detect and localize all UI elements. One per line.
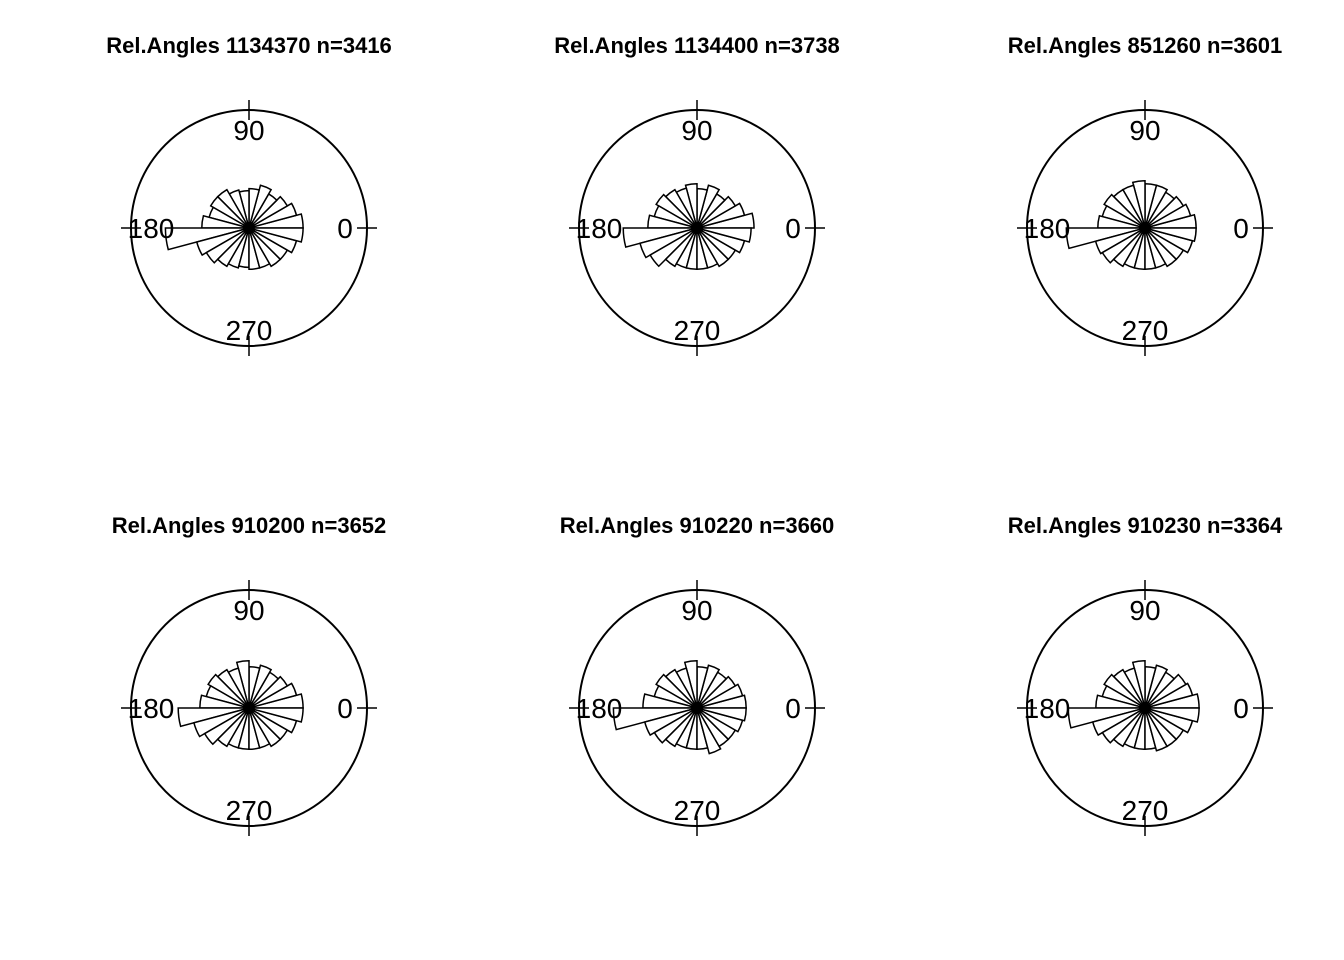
angle-label: 0	[1233, 693, 1249, 724]
rose-bar	[653, 707, 698, 744]
angle-label: 180	[128, 693, 175, 724]
rose-bar	[664, 227, 698, 268]
rose-bar	[696, 664, 721, 709]
rose-bar	[696, 184, 721, 229]
angle-label: 0	[1233, 213, 1249, 244]
rose-bar	[248, 675, 289, 709]
rose-bar	[248, 187, 261, 229]
angle-label: 270	[1122, 315, 1169, 346]
rose-bar	[216, 707, 250, 748]
rose-bar	[696, 707, 747, 722]
angle-label: 180	[1024, 693, 1071, 724]
rose-bar	[248, 227, 304, 243]
angle-label: 270	[1122, 795, 1169, 826]
angle-label: 0	[785, 693, 801, 724]
rose-bar	[655, 673, 698, 709]
angle-label: 180	[128, 213, 175, 244]
rose-bar	[1103, 673, 1146, 709]
rose-bar	[205, 227, 250, 264]
angle-label: 0	[337, 693, 353, 724]
rose-bar	[1144, 195, 1185, 229]
rose-bar	[203, 707, 250, 746]
rose-panel: Rel.Angles 1134370 n=3416 0 90 180 270	[106, 33, 392, 356]
rose-bar	[248, 184, 273, 229]
angle-label: 90	[1129, 595, 1160, 626]
angle-label: 90	[233, 595, 264, 626]
rose-panel: Rel.Angles 851260 n=3601 0 90 180 270	[1008, 33, 1283, 356]
angle-label: 180	[576, 693, 623, 724]
rose-bar	[1112, 707, 1146, 748]
rose-bar	[248, 195, 289, 229]
rose-bar	[207, 673, 250, 709]
panel-title: Rel.Angles 1134400 n=3738	[554, 33, 840, 58]
rose-bar	[1144, 227, 1197, 243]
rose-bar	[248, 664, 273, 709]
angle-label: 0	[785, 213, 801, 244]
angle-label: 90	[233, 115, 264, 146]
panel-title: Rel.Angles 1134370 n=3416	[106, 33, 392, 58]
angle-label: 180	[1024, 213, 1071, 244]
rose-bar	[655, 193, 698, 229]
angle-label: 90	[681, 595, 712, 626]
panel-title: Rel.Angles 851260 n=3601	[1008, 33, 1283, 58]
panel-title: Rel.Angles 910220 n=3660	[560, 513, 835, 538]
rose-bar	[216, 227, 250, 268]
angle-label: 270	[674, 795, 721, 826]
rose-bar	[649, 227, 698, 268]
angle-label: 180	[576, 213, 623, 244]
angle-label: 90	[681, 115, 712, 146]
rose-panel: Rel.Angles 910230 n=3364 0 90 180 270	[1008, 513, 1283, 836]
panel-title: Rel.Angles 910230 n=3364	[1008, 513, 1283, 538]
rose-bar	[1112, 227, 1146, 268]
angle-label: 270	[674, 315, 721, 346]
angle-label: 0	[337, 213, 353, 244]
rose-bar	[1101, 707, 1146, 744]
rose-bar	[696, 227, 752, 243]
rose-panel: Rel.Angles 910200 n=3652 0 90 180 270	[112, 513, 387, 836]
angle-label: 270	[226, 795, 273, 826]
angle-label: 90	[1129, 115, 1160, 146]
rose-panel: Rel.Angles 1134400 n=3738 0 90 180 270	[554, 33, 840, 356]
rose-bar	[696, 195, 737, 229]
panel-title: Rel.Angles 910200 n=3652	[112, 513, 387, 538]
rose-bar	[227, 227, 250, 269]
rose-bar	[1144, 673, 1187, 709]
rose-bar	[1144, 707, 1200, 723]
rose-bar	[1101, 227, 1146, 264]
rose-panel: Rel.Angles 910220 n=3660 0 90 180 270	[560, 513, 835, 836]
rose-bar	[1103, 193, 1146, 229]
rose-bar	[1144, 664, 1169, 709]
angle-label: 270	[226, 315, 273, 346]
rose-bar	[696, 675, 737, 709]
rose-bar	[664, 707, 698, 748]
rose-bar	[209, 195, 250, 229]
rose-bar	[248, 707, 304, 723]
